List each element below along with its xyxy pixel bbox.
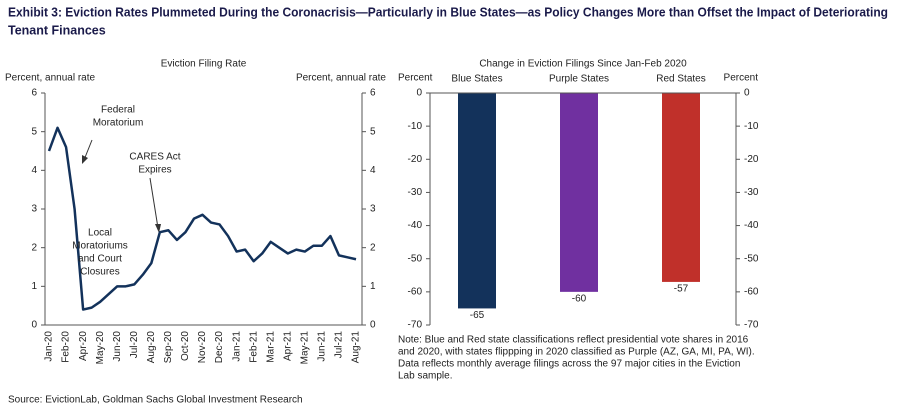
x-tick-label: Nov-20	[197, 331, 208, 364]
bar	[560, 93, 598, 292]
y2-tick-label: 5	[370, 126, 376, 137]
y2-tick-label: 4	[370, 165, 376, 176]
x-tick-label: Oct-20	[180, 331, 191, 361]
y-tick-label: 2	[31, 242, 37, 253]
y-tick-label: 1	[31, 281, 37, 292]
y-tick-label: 0	[416, 88, 422, 99]
annotation: Closures	[80, 267, 119, 278]
bar	[458, 93, 496, 309]
value-label: -60	[572, 293, 587, 304]
x-tick-label: Dec-20	[214, 331, 225, 364]
x-tick-label: Apr-21	[282, 331, 293, 361]
chart-title: Eviction Filing Rate	[161, 59, 247, 70]
y-tick-label: 5	[31, 126, 37, 137]
y2-tick-label: 6	[370, 88, 376, 99]
annotation: Moratorium	[93, 118, 144, 129]
x-tick-label: Apr-20	[78, 331, 89, 361]
category-label: Red States	[656, 74, 705, 85]
y2-tick-label: 1	[370, 281, 376, 292]
y-tick-label: -30	[408, 187, 423, 198]
y2-tick-label: -60	[744, 286, 759, 297]
y2-axis-label: Percent, annual rate	[296, 73, 386, 84]
y-tick-label: -40	[408, 220, 423, 231]
y2-tick-label: -10	[744, 121, 759, 132]
annotation: CARES Act	[129, 152, 180, 163]
y-tick-label: 0	[31, 320, 37, 331]
annotation: Expires	[138, 165, 171, 176]
chart-title: Change in Eviction Filings Since Jan-Feb…	[479, 59, 687, 70]
y-axis-label: Percent	[398, 73, 433, 84]
value-label: -57	[674, 284, 689, 295]
y-tick-label: 4	[31, 165, 37, 176]
x-tick-label: Aug-20	[146, 331, 157, 364]
arrowhead	[82, 155, 88, 164]
y-tick-label: -70	[408, 320, 423, 331]
x-tick-label: May-21	[299, 331, 310, 365]
x-tick-label: Sep-20	[163, 331, 174, 364]
annotation: Local	[88, 228, 112, 239]
note: Note: Blue and Red state classifications…	[398, 335, 749, 346]
x-tick-label: Jun-20	[112, 331, 123, 362]
y2-axis-label: Percent	[724, 73, 759, 84]
y-tick-label: -60	[408, 286, 423, 297]
x-tick-label: Jul-20	[129, 331, 140, 359]
note: Lab sample.	[398, 371, 452, 382]
x-tick-label: Aug-21	[351, 331, 362, 364]
value-label: -65	[470, 310, 485, 321]
y2-tick-label: -70	[744, 320, 759, 331]
x-tick-label: Feb-20	[61, 331, 72, 363]
x-tick-label: Jan-21	[231, 331, 242, 362]
y-tick-label: 6	[31, 88, 37, 99]
page-title: Exhibit 3: Eviction Rates Plummeted Duri…	[8, 5, 888, 19]
category-label: Blue States	[451, 74, 502, 85]
line	[47, 126, 357, 311]
y2-tick-label: -40	[744, 220, 759, 231]
y-tick-label: -50	[408, 253, 423, 264]
y-tick-label: -20	[408, 154, 423, 165]
note: Data reflects monthly average filings ac…	[398, 359, 740, 370]
page-title: Tenant Finances	[8, 23, 106, 37]
x-tick-label: Mar-21	[265, 331, 276, 363]
y-tick-label: 3	[31, 204, 37, 215]
arrow	[149, 177, 159, 229]
source: Source: EvictionLab, Goldman Sachs Globa…	[8, 395, 303, 406]
y-axis-label: Percent, annual rate	[5, 73, 95, 84]
y2-tick-label: 0	[370, 320, 376, 331]
x-tick-label: Jun-21	[317, 331, 328, 362]
x-tick-label: Feb-21	[248, 331, 259, 363]
y2-tick-label: -30	[744, 187, 759, 198]
y2-tick-label: 0	[744, 88, 750, 99]
y2-tick-label: -20	[744, 154, 759, 165]
category-label: Purple States	[549, 74, 609, 85]
note: and 2020, with states flippping in 2020 …	[398, 347, 755, 358]
y2-tick-label: 3	[370, 204, 376, 215]
x-tick-label: Jul-21	[334, 331, 345, 359]
annotation: Moratoriums	[72, 241, 128, 252]
y2-tick-label: -50	[744, 253, 759, 264]
x-tick-label: May-20	[95, 331, 106, 365]
annotation: Federal	[101, 105, 135, 116]
annotation: and Court	[78, 254, 122, 265]
x-tick-label: Jan-20	[44, 331, 55, 362]
y-tick-label: -10	[408, 121, 423, 132]
bar	[662, 93, 700, 282]
arrowhead	[155, 224, 161, 233]
y2-tick-label: 2	[370, 242, 376, 253]
